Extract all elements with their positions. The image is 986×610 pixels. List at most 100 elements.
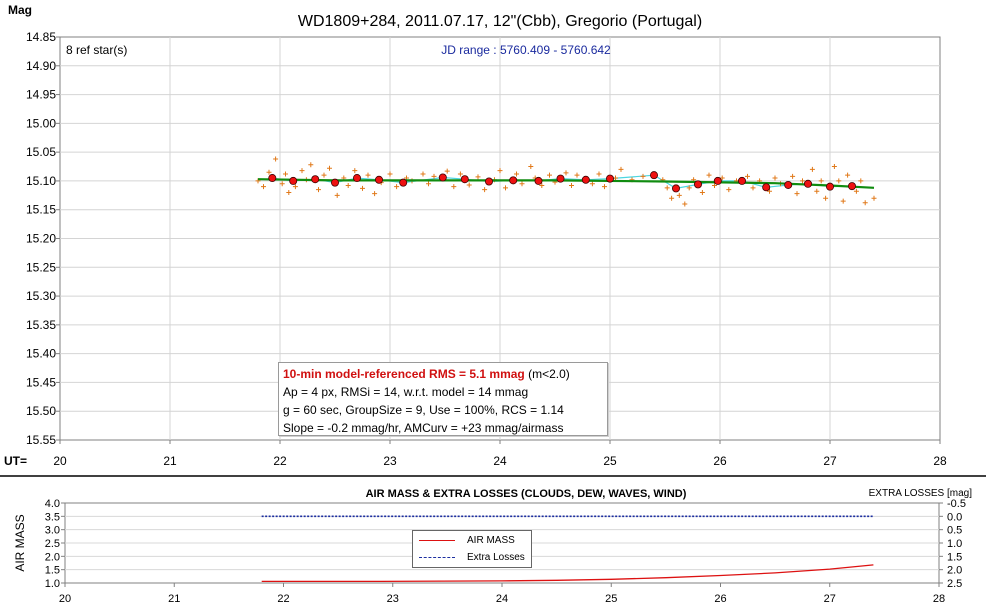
rms-value: 10-min model-referenced RMS = 5.1 mmag [283, 367, 525, 381]
individual-point [664, 185, 670, 191]
individual-point [602, 184, 607, 190]
y-tick-label: 15.05 [26, 145, 56, 159]
individual-point [669, 195, 675, 201]
x-tick-labels: 20 21 22 23 24 25 26 27 28 [53, 440, 947, 468]
air-mass-tick-label: 4.0 [45, 498, 60, 510]
individual-point [618, 166, 624, 172]
individual-point [686, 185, 692, 191]
group-average-point [374, 175, 383, 184]
rms-condition: (m<2.0) [528, 367, 570, 381]
x-tick-label: 27 [823, 454, 837, 468]
individual-point [574, 172, 580, 178]
y-tick-label: 15.20 [26, 232, 56, 246]
individual-point [858, 178, 864, 184]
air-mass-tick-label: 1.0 [45, 578, 60, 590]
x-axis-label: UT= [4, 454, 27, 468]
individual-point [569, 183, 574, 189]
x-tick-label: 26 [713, 454, 727, 468]
individual-point [279, 181, 285, 187]
group-line: g = 60 sec, GroupSize = 9, Use = 100%, R… [283, 403, 564, 417]
individual-point [726, 187, 732, 193]
individual-point [539, 183, 545, 189]
individual-point [299, 168, 305, 174]
y-tick-label: 15.35 [26, 318, 56, 332]
individual-point [503, 185, 508, 191]
individual-point [334, 192, 340, 198]
slope-line: Slope = -0.2 mmag/hr, AMCurv = +23 mmag/… [283, 421, 564, 435]
y-tick-label: 15.45 [26, 375, 56, 389]
airmass-x-tick-label: 21 [168, 593, 180, 605]
y-tick-label: 15.55 [26, 433, 56, 447]
individual-point [563, 170, 569, 176]
individual-point [420, 171, 426, 177]
group-average-point [804, 179, 813, 188]
individual-point [273, 156, 279, 162]
airmass-x-tick-label: 27 [824, 593, 836, 605]
group-average-point [762, 183, 771, 192]
individual-point [327, 165, 332, 171]
individual-point [831, 164, 837, 170]
legend-label-air-mass: AIR MASS [467, 535, 515, 546]
individual-point [372, 191, 378, 197]
individual-point [266, 169, 272, 175]
legend-label-extra-losses: Extra Losses [467, 552, 525, 563]
group-average-point [509, 176, 518, 185]
individual-point [845, 172, 851, 178]
individual-point [308, 162, 314, 168]
individual-point [818, 178, 824, 184]
individual-point [596, 171, 602, 177]
main-chart-title: WD1809+284, 2011.07.17, 12"(Cbb), Gregor… [298, 13, 702, 30]
y-tick-label: 15.00 [26, 116, 56, 130]
group-average-point [534, 176, 543, 185]
individual-point [871, 195, 877, 201]
airmass-x-tick-label: 28 [933, 593, 945, 605]
individual-point [365, 172, 371, 178]
individual-point [519, 181, 525, 187]
air-mass-tick-label: 1.5 [45, 565, 60, 577]
individual-point [514, 171, 519, 177]
individual-point [292, 184, 298, 190]
air-mass-tick-label: 3.5 [45, 511, 60, 523]
individual-point [853, 188, 859, 194]
individual-point [547, 172, 552, 178]
group-average-point [484, 177, 493, 186]
y-tick-labels: 14.85 14.90 14.95 15.00 15.05 15.10 15.15 15.20… [26, 30, 60, 447]
individual-point [840, 198, 846, 204]
x-tick-label: 24 [493, 454, 507, 468]
group-average-point [330, 178, 339, 187]
x-tick-label: 28 [933, 454, 947, 468]
individual-point [823, 195, 829, 201]
statistics-box: 10-min model-referenced RMS = 5.1 mmag (… [278, 362, 608, 436]
individual-point [699, 189, 705, 195]
individual-point [394, 184, 400, 190]
airmass-x-tick-labels: 20 21 22 23 24 25 26 27 28 [59, 583, 945, 605]
individual-point [750, 185, 756, 191]
individual-point [772, 175, 778, 181]
individual-point [790, 173, 796, 179]
extra-losses-tick-label: -0.5 [947, 498, 966, 510]
group-average-point [311, 175, 320, 184]
individual-point [451, 184, 457, 190]
group-average-point [738, 176, 747, 185]
y-tick-label: 14.95 [26, 88, 56, 102]
individual-point [387, 171, 393, 177]
air-mass-tick-labels: 4.03.5 3.02.52.0 1.51.0 [45, 498, 65, 590]
individual-point [745, 173, 750, 179]
y-tick-label: 15.50 [26, 404, 56, 418]
legend-item-extra-losses: Extra Losses [417, 551, 529, 565]
x-tick-label: 21 [163, 454, 177, 468]
individual-point [712, 183, 717, 189]
individual-point [767, 188, 772, 194]
individual-point [640, 173, 646, 179]
group-average-point [581, 175, 590, 184]
individual-point [457, 171, 463, 177]
group-average-point [352, 174, 361, 183]
individual-point [794, 191, 800, 197]
air-mass-tick-label: 2.0 [45, 551, 60, 563]
extra-losses-tick-label: 0.0 [947, 511, 962, 523]
individual-point [360, 185, 365, 191]
airmass-x-tick-label: 20 [59, 593, 71, 605]
group-average-point [694, 180, 703, 189]
airmass-x-tick-label: 26 [714, 593, 726, 605]
